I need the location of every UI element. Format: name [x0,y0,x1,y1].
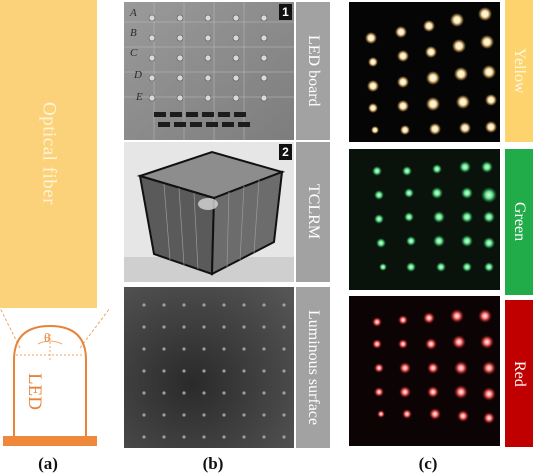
tclrm-photo: 2 [124,142,294,282]
cone-line-right [79,307,110,349]
label-green: Green [505,149,533,295]
led-label: LED [24,372,45,410]
optical-fiber-label: Optical fiber [38,102,60,206]
led-board-image: A B C D E [124,2,294,140]
tag-luminous-surface: Luminous surface [296,287,330,448]
row-letter-b: B [130,27,137,39]
luminous-surface-photo [124,287,294,448]
tclrm-cube-image [124,142,294,282]
red-led-array [372,309,496,424]
caption-b: (b) [202,454,224,473]
photo-badge-2: 2 [279,144,292,160]
optical-fiber-block [0,0,97,308]
label-yellow: Yellow [505,0,533,142]
row-letter-e: E [135,91,143,103]
row-letter-a: A [129,7,137,19]
caption-c: (c) [418,454,438,473]
caption-a: (a) [38,454,58,473]
label-red: Red [505,300,533,447]
row-letter-d: D [133,69,142,81]
luminous-surface-image [124,287,294,448]
green-led-array [372,161,497,272]
photo-badge-1: 1 [279,4,292,20]
cone-line-left [0,307,21,349]
led-board-photo: A B C D E 1 [124,2,294,140]
yellow-led-array [365,7,497,135]
red-glow-photo [349,296,500,446]
tag-tclrm: TCLRM [296,142,330,282]
cube-right-face [210,170,284,276]
yellow-glow-photo [349,2,500,142]
led-substrate [3,436,97,446]
led-outline [13,324,87,436]
row-letter-c: C [130,47,138,59]
green-glow-photo [349,149,500,290]
led-schematic: θ [0,307,110,436]
tag-led-board: LED board [296,2,330,140]
angle-symbol: θ [44,330,50,345]
angle-arc [37,340,63,345]
